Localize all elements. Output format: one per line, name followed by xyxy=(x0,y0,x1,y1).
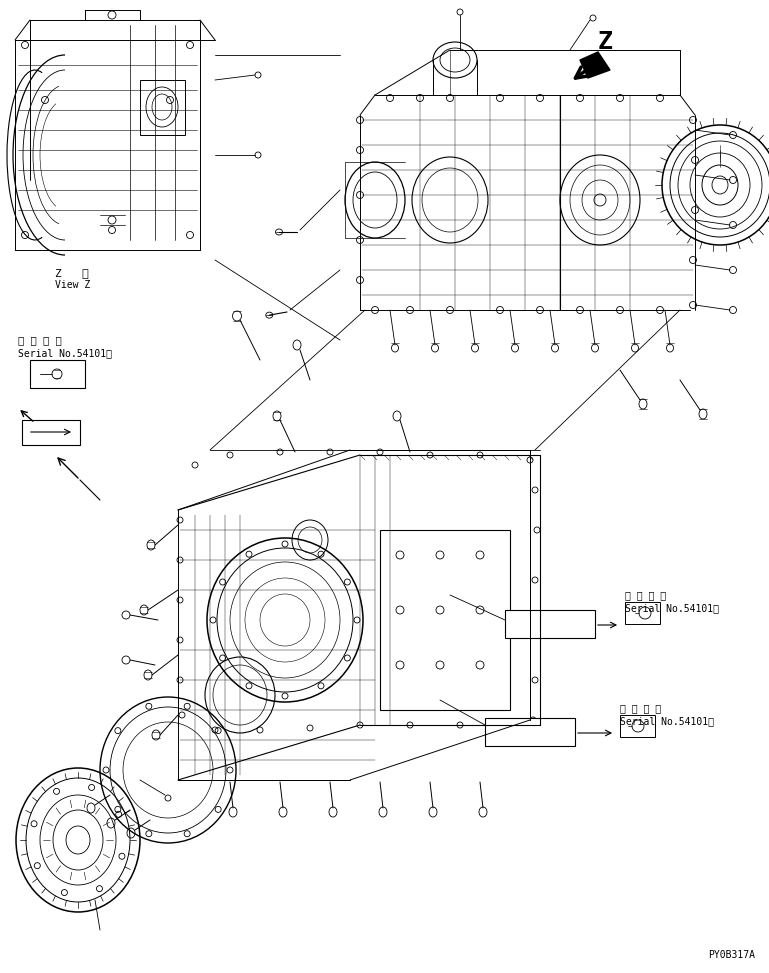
Bar xyxy=(620,715,655,737)
Text: 適 用 号 機: 適 用 号 機 xyxy=(620,703,661,713)
Bar xyxy=(22,420,80,445)
Bar xyxy=(140,80,185,135)
Polygon shape xyxy=(580,52,610,78)
Bar xyxy=(505,610,595,638)
Text: 適 用 号 機: 適 用 号 機 xyxy=(18,335,62,345)
Bar xyxy=(30,360,85,388)
Text: View Z: View Z xyxy=(55,280,90,290)
Text: 適 用 号 機: 適 用 号 機 xyxy=(625,590,666,600)
Text: Z: Z xyxy=(598,30,612,54)
Bar xyxy=(380,530,510,710)
Text: Serial No.54101～: Serial No.54101～ xyxy=(18,348,112,358)
Text: Serial No.54101～: Serial No.54101～ xyxy=(625,603,719,613)
Bar xyxy=(485,718,575,746)
Text: Serial No.54101～: Serial No.54101～ xyxy=(620,716,714,726)
Bar xyxy=(625,602,660,624)
Text: Z   視: Z 視 xyxy=(55,268,88,278)
Text: PY0B317A: PY0B317A xyxy=(708,950,755,960)
